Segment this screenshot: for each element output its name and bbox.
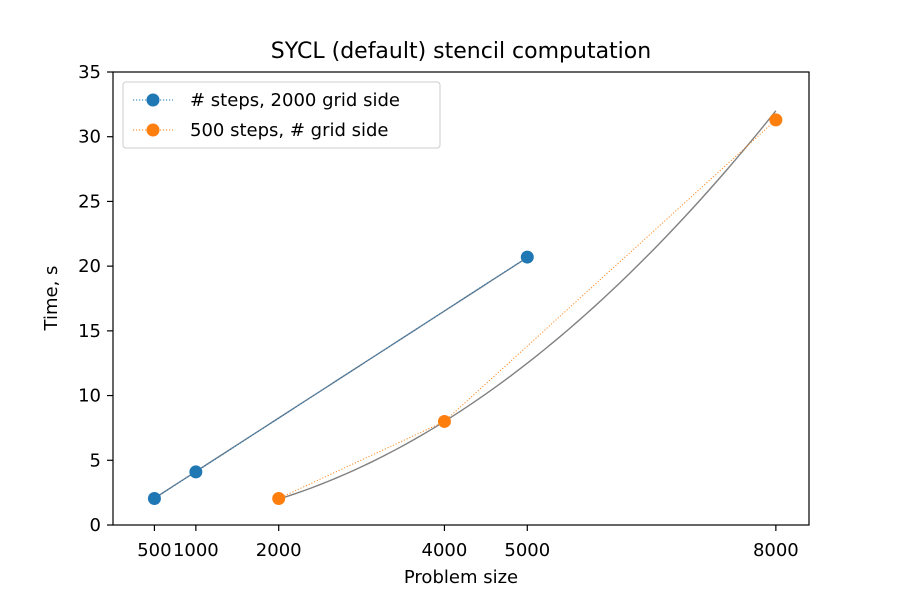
series-0-point-1 — [189, 465, 203, 479]
y-tick-label-1: 5 — [90, 450, 101, 471]
legend-label-1: 500 steps, # grid side — [190, 120, 389, 141]
series-0-point-0 — [147, 491, 161, 505]
y-tick-label-3: 15 — [78, 321, 101, 342]
series-1-point-2 — [769, 113, 783, 127]
legend-label-0: # steps, 2000 grid side — [190, 90, 400, 111]
x-axis-label: Problem size — [404, 567, 518, 588]
x-tick-label-1: 1000 — [173, 540, 219, 561]
y-tick-label-5: 25 — [78, 191, 101, 212]
x-tick-label-3: 4000 — [422, 540, 468, 561]
series-line-0 — [154, 256, 528, 499]
y-axis-label: Time, s — [41, 266, 62, 332]
series-1-point-1 — [437, 414, 451, 428]
plot-frame — [112, 71, 810, 526]
legend-marker-0 — [146, 93, 160, 107]
x-tick-label-5: 8000 — [753, 540, 799, 561]
y-tick-label-0: 0 — [90, 515, 101, 536]
y-tick-label-6: 30 — [78, 127, 101, 148]
x-tick-label-4: 5000 — [504, 540, 550, 561]
x-axis: 500 1000 2000 4000 5000 8000 — [137, 525, 799, 561]
x-tick-label-2: 2000 — [256, 540, 302, 561]
series-line-1 — [278, 119, 777, 499]
legend-marker-1 — [146, 123, 160, 137]
legend: # steps, 2000 grid side 500 steps, # grid… — [122, 81, 441, 149]
legend-box — [122, 81, 441, 149]
y-tick-label-2: 10 — [78, 386, 101, 407]
x-tick-label-0: 500 — [137, 540, 171, 561]
fit-line-1 — [278, 110, 777, 500]
y-tick-label-4: 20 — [78, 256, 101, 277]
chart-title: SYCL (default) stencil computation — [271, 39, 651, 64]
y-axis: 0 5 10 15 20 25 30 35 — [78, 62, 113, 536]
plot-area — [147, 110, 783, 505]
y-tick-label-7: 35 — [78, 62, 101, 83]
series-0-point-2 — [520, 250, 534, 264]
series-1-point-0 — [272, 491, 286, 505]
